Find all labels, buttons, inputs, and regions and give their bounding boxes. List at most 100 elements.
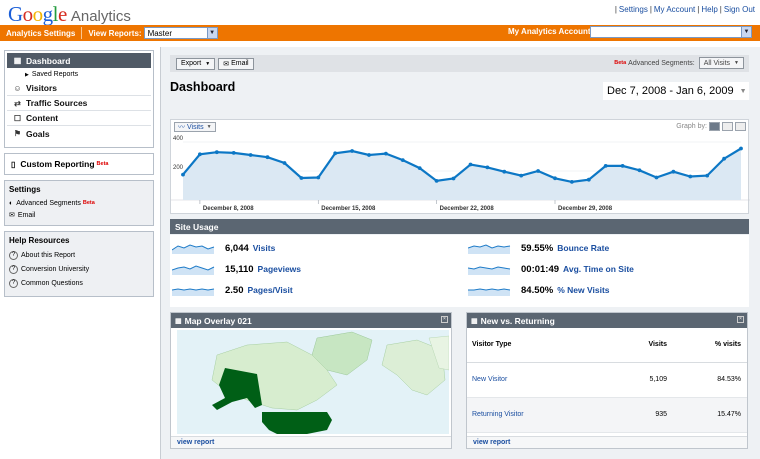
triangle-right-icon: ▶	[25, 71, 29, 78]
help-item-about[interactable]: ? About this Report	[9, 248, 149, 262]
data-point	[620, 164, 625, 168]
view-reports-select[interactable]: Master ▼	[143, 27, 218, 39]
metric-link[interactable]: Pageviews	[257, 264, 302, 274]
sidebar-item-content[interactable]: ☐ Content	[7, 111, 151, 126]
sparkline-line	[468, 244, 511, 249]
x-tick-label: December 29, 2008	[558, 206, 613, 212]
grid-icon: ▦	[175, 317, 182, 325]
segments-value: All Visits	[703, 59, 731, 67]
data-point	[400, 158, 405, 162]
page-title: Dashboard	[170, 80, 236, 94]
graph-by-week-button[interactable]	[722, 122, 733, 131]
help-item-label: About this Report	[21, 251, 76, 259]
line-chart-icon: 〰	[178, 124, 185, 131]
beta-badge: Beta	[96, 161, 109, 167]
map-overlay-panel: ▦ Map Overlay 021 × view report	[170, 312, 452, 449]
map-view-report-link[interactable]: view report	[171, 436, 451, 448]
sidebar-item-dashboard[interactable]: ▦ Dashboard	[7, 53, 151, 68]
link-separator: |	[614, 5, 617, 14]
help-item-label: Conversion University	[21, 265, 90, 273]
visitor-type-link[interactable]: New Visitor	[467, 362, 597, 398]
email-link[interactable]: ✉ Email	[9, 209, 149, 221]
sidebar-item-traffic-sources[interactable]: ⇄ Traffic Sources	[7, 96, 151, 111]
data-point	[637, 168, 642, 173]
segments-select[interactable]: All Visits ▼	[698, 57, 744, 69]
google-analytics-logo[interactable]: Google Analytics	[8, 2, 131, 26]
table-row: Returning Visitor 935 15.47%	[467, 397, 747, 433]
question-icon: ?	[9, 278, 18, 288]
data-point	[282, 161, 287, 165]
data-point	[570, 180, 574, 184]
world-map[interactable]	[177, 330, 449, 434]
envelope-icon: ✉	[9, 212, 15, 219]
top-link-help[interactable]: Help	[701, 5, 718, 14]
visitor-type-link[interactable]: Returning Visitor	[467, 397, 597, 433]
top-link-settings[interactable]: Settings	[618, 5, 648, 14]
nvr-view-report-link[interactable]: view report	[467, 436, 747, 448]
date-range-picker[interactable]: Dec 7, 2008 - Jan 6, 2009 ▼	[603, 82, 749, 100]
logo-letter: o	[32, 2, 44, 26]
metric-link[interactable]: % New Visits	[557, 285, 610, 295]
sidebar-item-label: Content	[26, 113, 59, 123]
data-point	[586, 177, 591, 182]
data-point	[502, 169, 507, 174]
data-point	[299, 176, 304, 180]
help-resources-box: Help Resources ? About this Report ? Con…	[4, 231, 154, 297]
visits-area	[183, 148, 741, 200]
help-item-conversion-university[interactable]: ? Conversion University	[9, 262, 149, 276]
chevron-down-icon: ▼	[206, 28, 217, 38]
data-point	[705, 173, 710, 178]
data-point	[265, 155, 270, 160]
accounts-select[interactable]: ▼	[590, 26, 752, 38]
logo-product: Analytics	[70, 8, 131, 25]
advanced-segments-link[interactable]: ◐ Advanced Segments Beta	[9, 197, 149, 209]
view-reports-label: View Reports:	[88, 28, 142, 38]
data-point	[739, 146, 743, 151]
visits-value: 935	[597, 397, 667, 433]
sparkline-area	[468, 267, 510, 275]
x-tick-label: December 15, 2008	[321, 206, 376, 212]
data-point	[316, 175, 321, 180]
email-label: Email	[17, 211, 36, 219]
top-link-sign-out[interactable]: Sign Out	[723, 5, 755, 14]
help-item-common-questions[interactable]: ? Common Questions	[9, 276, 149, 290]
metric-pages-visit: 2.50 Pages/Visit	[172, 281, 293, 299]
report-toolbar: Export ▼ ✉ Email Beta Advanced Segments:…	[170, 55, 749, 72]
segments-icon: ◐	[9, 199, 14, 207]
graph-metric-dropdown[interactable]: 〰 Visits ▼	[174, 122, 216, 132]
view-reports-value: Master	[147, 28, 173, 38]
visits-chart: 400 200 December 8, 2008 December 15, 2008 D…	[171, 136, 750, 212]
y-tick-label: 400	[173, 136, 184, 142]
sparkline	[468, 244, 511, 254]
analytics-settings-link[interactable]: Analytics Settings	[0, 27, 83, 39]
metric-link[interactable]: Pages/Visit	[247, 285, 293, 295]
graph-by-day-button[interactable]	[709, 122, 720, 131]
table-header-row: Visitor Type Visits % visits	[467, 328, 747, 363]
close-icon[interactable]: ×	[737, 316, 744, 323]
graph-by-month-button[interactable]	[735, 122, 746, 131]
usa-shape	[262, 412, 332, 434]
metric-link[interactable]: Bounce Rate	[557, 243, 610, 253]
logo-letter: g	[42, 2, 54, 26]
graph-by-controls: Graph by:	[676, 122, 746, 131]
sidebar-item-visitors[interactable]: ☺ Visitors	[7, 81, 151, 96]
sparkline-area	[172, 289, 214, 296]
logo-letter: o	[22, 2, 34, 26]
data-point	[434, 179, 439, 183]
email-button[interactable]: ✉ Email	[218, 57, 254, 70]
metric-link[interactable]: Avg. Time on Site	[563, 264, 634, 274]
custom-reporting-link[interactable]: ▯ Custom Reporting Beta	[4, 153, 154, 175]
saved-reports-label: Saved Reports	[31, 71, 79, 78]
data-point	[248, 153, 253, 157]
top-link-my-account[interactable]: My Account	[653, 5, 696, 14]
export-button[interactable]: Export ▼	[176, 57, 216, 70]
link-separator: |	[697, 5, 700, 14]
grid-icon: ▦	[471, 317, 478, 325]
metric-value: 84.50%	[521, 284, 554, 296]
map-overlay-title: Map Overlay 021	[184, 315, 252, 326]
metric-link[interactable]: Visits	[252, 243, 276, 253]
sidebar-item-goals[interactable]: ⚑ Goals	[7, 126, 151, 141]
close-icon[interactable]: ×	[441, 316, 448, 323]
chevron-down-icon: ▼	[739, 87, 747, 95]
saved-reports-link[interactable]: ▶ Saved Reports	[7, 68, 151, 81]
